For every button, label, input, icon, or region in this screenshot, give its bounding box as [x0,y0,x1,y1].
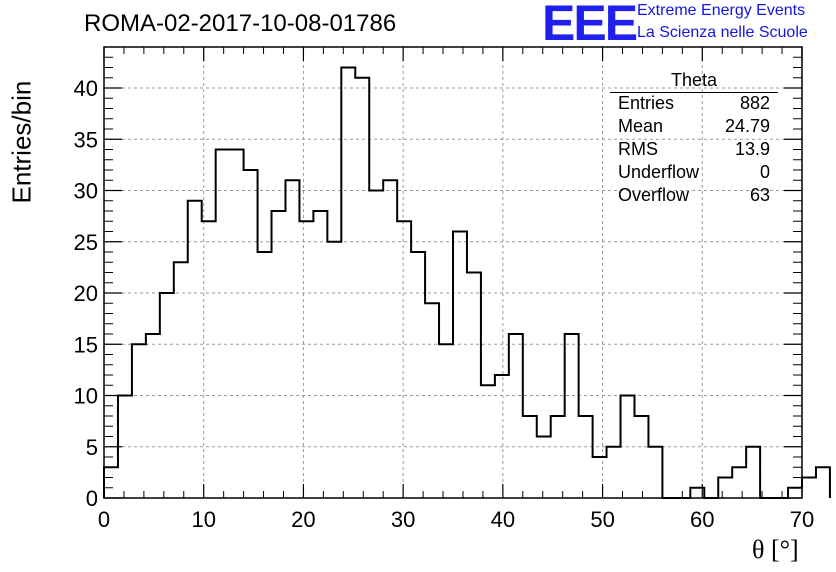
x-tick-label: 40 [491,507,515,532]
histogram-bin [607,447,621,498]
histogram-bin [565,334,579,498]
stats-divider [610,92,778,93]
histogram-bin [299,221,313,498]
histogram-bin [132,344,146,498]
x-tick-label: 0 [98,507,110,532]
histogram-bin [718,478,732,499]
y-tick-label: 35 [74,127,98,152]
y-tick-label: 25 [74,230,98,255]
y-tick-label: 15 [74,332,98,357]
y-tick-label: 40 [74,76,98,101]
y-tick-label: 10 [74,384,98,409]
histogram-bin [439,344,453,498]
histogram-bin [258,252,272,498]
stats-key: RMS [618,139,658,159]
histogram-bin [313,211,327,498]
stats-value: 24.79 [724,116,770,136]
x-tick-label: 50 [590,507,614,532]
y-tick-label: 5 [86,435,98,460]
histogram-bin [732,467,746,498]
histogram-bin [579,416,593,498]
histogram-bin [202,221,216,498]
y-axis-label: Entries/bin [6,80,37,204]
histogram-bin [411,252,425,498]
stats-value: 0 [759,162,770,182]
x-axis-label: θ [°] [752,535,799,564]
histogram-bin [509,334,523,498]
histogram-bin [341,68,355,499]
histogram-bin [481,385,495,498]
y-tick-label: 30 [74,179,98,204]
histogram-bin [537,437,551,499]
histogram-bin [397,221,411,498]
histogram-bin [746,447,760,498]
histogram-bin [802,478,816,499]
histogram-bin [593,457,607,498]
histogram-bin [216,150,230,499]
y-tick-label: 0 [86,486,98,511]
x-tick-label: 20 [291,507,315,532]
histogram-bin [230,150,244,499]
histogram-layer [103,66,831,499]
stats-key: Entries [618,93,675,113]
x-tick-label: 70 [790,507,814,532]
stats-key: Underflow [618,162,700,182]
brand-line-1: Extreme Energy Events [637,2,806,19]
histogram-bin [495,375,509,498]
eee-logo: EEE [542,0,638,51]
histogram-bin [272,211,286,498]
stats-value: 63 [749,185,770,205]
histogram-bin [285,180,299,498]
histogram-bin [425,303,439,498]
histogram-bin [383,180,397,498]
histogram-bin [369,191,383,499]
histogram-bin [146,334,160,498]
histogram-bin [788,488,802,498]
stats-value: 882 [739,93,770,113]
stats-key: Mean [618,116,664,136]
histogram-bin [621,396,635,499]
x-tick-label: 60 [690,507,714,532]
brand-line-2: La Scienza nelle Scuole [637,24,808,41]
histogram-bin [467,273,481,499]
chart-title: ROMA-02-2017-10-08-01786 [84,10,397,37]
x-tick-label: 30 [391,507,415,532]
histogram-bin [634,416,648,498]
histogram-bin [816,467,830,498]
y-tick-label: 20 [74,281,98,306]
histogram-bin [327,242,341,498]
stats-key: Overflow [618,185,690,205]
stats-title: Theta [670,70,718,90]
stats-value: 13.9 [734,139,770,159]
histogram-bin [355,78,369,498]
histogram-bin [244,170,258,498]
histogram-bin [160,293,174,498]
tick-layer [103,46,803,499]
histogram-bin [648,447,662,498]
x-tick-label: 10 [191,507,215,532]
histogram-bin [188,201,202,498]
histogram-bin [551,416,565,498]
histogram-bin [174,262,188,498]
histogram-bin [453,232,467,499]
tick-label-layer: 0 10 20 30 40 50 60 70 0 5 10 15 20 25 30 35 40 [74,76,815,532]
histogram-bin [523,416,537,498]
histogram-bin [104,467,118,498]
